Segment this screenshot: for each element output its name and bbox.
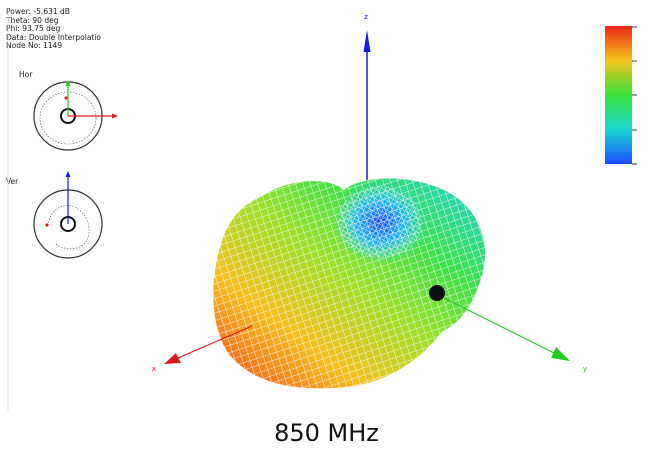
- radiation-pattern-viewport[interactable]: Power: -5.631 dB Theta: 90 deg Phi: 93.7…: [0, 0, 653, 415]
- z-axis-arrowhead: [363, 30, 371, 52]
- cursor-marker[interactable]: [429, 285, 445, 301]
- hor-green-arrowhead: [65, 80, 71, 86]
- ver-blue-arrowhead: [65, 171, 71, 177]
- y-axis: y: [443, 297, 587, 373]
- y-axis-line: [443, 297, 555, 354]
- info-panel: Power: -5.631 dB Theta: 90 deg Phi: 93.7…: [6, 7, 102, 51]
- x-axis: x: [152, 325, 253, 373]
- pattern-outline: [212, 177, 486, 389]
- data-readout: Data: Double Interpolatio: [6, 32, 102, 42]
- x-axis-label: x: [152, 365, 156, 373]
- hor-view-label: Hor: [19, 70, 33, 79]
- hor-marker-dot: [64, 96, 68, 100]
- hor-orientation-map[interactable]: [33, 80, 118, 151]
- radiation-pattern-mesh[interactable]: [200, 160, 500, 400]
- x-axis-arrowhead: [164, 353, 181, 364]
- ver-orientation-map[interactable]: [33, 171, 103, 259]
- node-readout: Node No: 1149: [6, 41, 63, 51]
- frequency-caption: 850 MHz: [274, 419, 379, 447]
- y-axis-label: y: [583, 365, 587, 373]
- hor-red-arrowhead: [112, 113, 118, 119]
- power-readout: Power: -5.631 dB: [6, 7, 70, 16]
- color-scale-gradient: [605, 26, 632, 164]
- ver-marker-dot: [45, 223, 49, 227]
- y-axis-arrowhead: [551, 347, 570, 361]
- ver-view-label: Ver: [6, 177, 19, 186]
- x-axis-line: [177, 325, 253, 359]
- theta-readout: Theta: 90 deg: [6, 15, 59, 25]
- phi-readout: Phi: 93.75 deg: [6, 24, 61, 34]
- z-axis-label: z: [364, 13, 368, 21]
- color-scale-bar: [605, 26, 637, 165]
- ver-pattern-trace: [47, 205, 90, 250]
- mesh-grid-inner: [338, 186, 422, 258]
- pattern-canvas[interactable]: z x y: [0, 0, 653, 415]
